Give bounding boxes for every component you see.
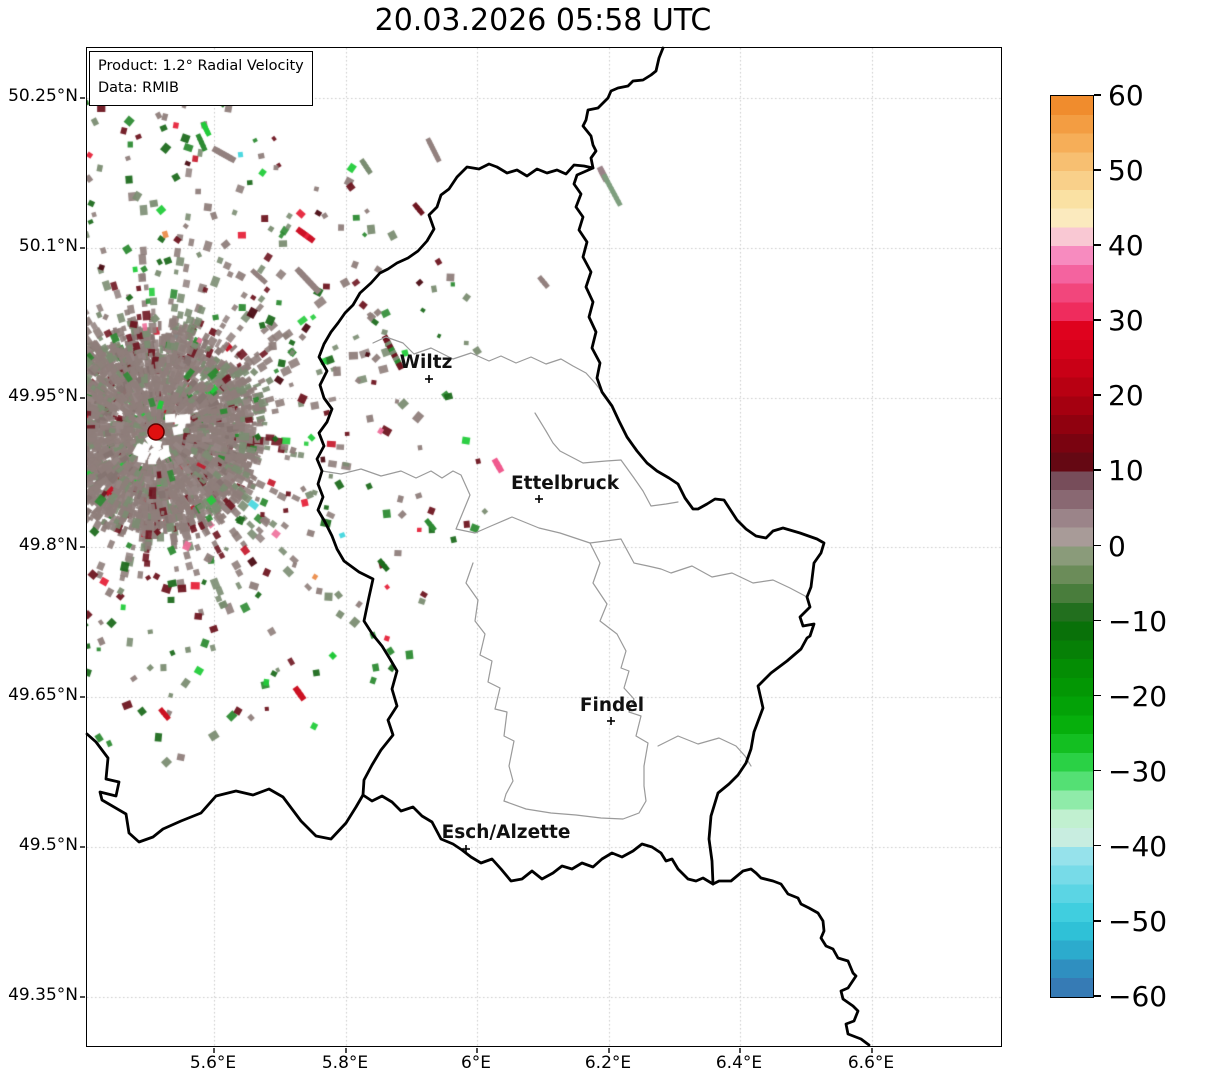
lat-tick-label: 49.95°N — [8, 386, 78, 406]
product-annotation-box: Product: 1.2° Radial Velocity Data: RMIB — [89, 51, 313, 106]
district-border — [534, 412, 679, 507]
lon-tick-label: 5.6°E — [189, 1053, 237, 1073]
district-border — [657, 735, 752, 767]
city-marker-esch-alzette: Esch/Alzette — [442, 822, 571, 853]
colorbar-tick — [1094, 169, 1101, 171]
district-border — [321, 468, 808, 598]
colorbar-tick-label: 0 — [1108, 529, 1126, 563]
lat-tick-label: 49.5°N — [18, 835, 78, 855]
lon-tick-label: 6°E — [460, 1053, 492, 1073]
country-border — [85, 732, 365, 844]
country-border — [315, 162, 826, 886]
country-border — [581, 46, 665, 170]
lat-tick-label: 49.65°N — [8, 685, 78, 705]
radar-echo-layer — [87, 48, 1001, 1046]
product-annotation-line1: Product: 1.2° Radial Velocity — [98, 58, 304, 74]
colorbar-tick-label: −30 — [1108, 754, 1168, 788]
city-marker-wiltz: Wiltz — [400, 352, 453, 383]
lat-tick-label: 49.8°N — [18, 535, 78, 555]
colorbar-tick — [1094, 94, 1101, 96]
colorbar-tick — [1094, 469, 1101, 471]
colorbar-tick-label: −50 — [1108, 904, 1168, 938]
colorbar-tick-label: 40 — [1108, 229, 1144, 263]
city-label: Wiltz — [400, 352, 453, 373]
product-annotation-line2: Data: RMIB — [98, 79, 179, 96]
lat-tick-label: 50.1°N — [18, 236, 78, 256]
district-border — [465, 562, 515, 802]
colorbar-tick-label: 30 — [1108, 304, 1144, 338]
colorbar-tick — [1094, 319, 1101, 321]
lon-tick-label: 6.6°E — [847, 1053, 895, 1073]
city-marker-ettelbruck: Ettelbruck — [511, 473, 620, 503]
colorbar-tick-label: 10 — [1108, 454, 1144, 488]
lon-tick-label: 5.8°E — [321, 1053, 369, 1073]
lon-tick-label: 6.2°E — [584, 1053, 632, 1073]
colorbar-tick — [1094, 544, 1101, 547]
colorbar-tick — [1094, 769, 1101, 772]
map-plot-area: Wiltz Ettelbruck Findel Esch/Alzette Produc… — [80, 46, 1002, 1053]
district-border — [503, 765, 647, 820]
colorbar-tick-label: 20 — [1108, 379, 1144, 413]
velocity-colorbar — [1050, 95, 1094, 998]
city-marker-findel: Findel — [580, 695, 644, 725]
lon-tick-label: 6.4°E — [715, 1053, 763, 1073]
colorbar-tick-label: −60 — [1108, 980, 1168, 1013]
district-border — [372, 336, 603, 393]
map-layer: Wiltz Ettelbruck Findel Esch/Alzette — [80, 46, 873, 1053]
colorbar-tick — [1094, 995, 1101, 997]
district-border — [589, 542, 649, 767]
colorbar-tick-label: −10 — [1108, 604, 1168, 638]
colorbar-tick — [1094, 394, 1101, 396]
city-label: Ettelbruck — [511, 473, 620, 494]
colorbar-tick-label: −20 — [1108, 679, 1168, 713]
page-title: 20.03.2026 05:58 UTC — [374, 3, 712, 38]
radar-site-marker — [147, 423, 165, 441]
colorbar-tick-label: −40 — [1108, 829, 1168, 863]
city-label: Findel — [580, 695, 644, 716]
colorbar-tick — [1094, 694, 1101, 697]
lat-tick-label: 49.35°N — [8, 985, 78, 1005]
lat-tick-label: 50.25°N — [8, 86, 78, 106]
colorbar-tick — [1094, 919, 1101, 922]
colorbar-tick — [1094, 844, 1101, 847]
country-border — [711, 867, 871, 1047]
colorbar-tick-label: 60 — [1108, 79, 1144, 112]
colorbar-tick — [1094, 619, 1101, 622]
colorbar-tick-label: 50 — [1108, 154, 1144, 188]
city-label: Esch/Alzette — [442, 822, 571, 843]
colorbar-tick — [1094, 244, 1101, 246]
